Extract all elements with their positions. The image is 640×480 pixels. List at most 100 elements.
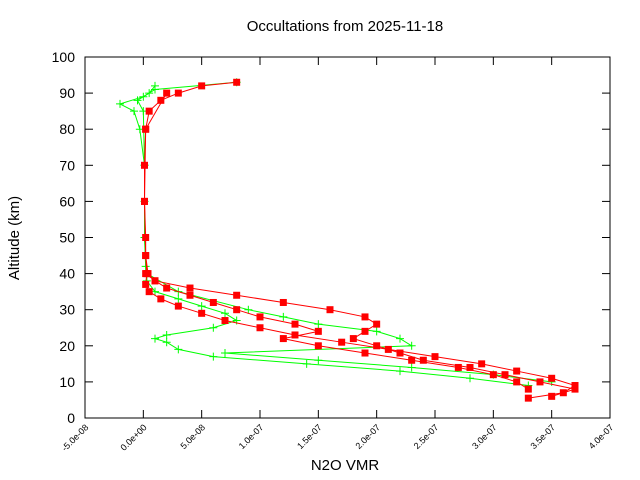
point — [548, 392, 556, 400]
point — [133, 96, 142, 105]
point — [466, 363, 474, 371]
point — [142, 125, 150, 133]
point — [145, 107, 153, 115]
y-tick-label: 10 — [59, 374, 75, 390]
point — [221, 317, 229, 325]
point — [157, 295, 165, 303]
point — [198, 82, 206, 90]
point — [174, 345, 183, 354]
chart-title: Occultations from 2025-11-18 — [247, 18, 444, 35]
point — [163, 89, 171, 97]
point — [408, 356, 416, 364]
point — [233, 306, 241, 314]
point — [571, 382, 579, 390]
y-tick-label: 80 — [59, 121, 75, 137]
x-tick-label: 2.0e-07 — [353, 422, 382, 451]
y-tick-label: 60 — [59, 193, 75, 209]
point — [396, 334, 404, 343]
point — [142, 280, 150, 288]
point — [279, 298, 287, 306]
point — [174, 89, 182, 97]
point — [373, 320, 381, 328]
point — [407, 341, 416, 350]
point — [513, 378, 521, 386]
point — [361, 313, 369, 321]
point — [209, 298, 217, 306]
point — [372, 327, 381, 336]
x-tick-label: 3.0e-07 — [470, 422, 499, 451]
point — [489, 371, 497, 379]
point — [141, 262, 150, 271]
point — [162, 338, 171, 347]
point — [407, 363, 416, 372]
y-tick-label: 20 — [59, 338, 75, 354]
x-tick-label: 4.0e-07 — [587, 422, 616, 451]
point — [163, 284, 171, 292]
x-tick-label: 1.0e-07 — [237, 422, 266, 451]
point — [144, 270, 152, 278]
point — [524, 385, 532, 393]
y-axis-label: Altitude (km) — [6, 196, 23, 280]
x-tick-label: -5.0e-08 — [60, 422, 91, 453]
profile-line — [118, 81, 529, 387]
point — [174, 294, 183, 303]
point — [501, 371, 509, 379]
point — [291, 331, 299, 339]
point — [151, 81, 159, 90]
point — [536, 378, 544, 386]
plot-frame — [84, 56, 611, 419]
point — [233, 78, 241, 86]
point — [145, 288, 153, 296]
point — [419, 356, 427, 364]
y-tick-label: 70 — [59, 157, 75, 173]
point — [151, 277, 159, 285]
x-tick-label: 0.0e+00 — [118, 422, 148, 452]
point — [279, 312, 288, 321]
point — [142, 252, 150, 260]
point — [513, 367, 521, 375]
profile-line — [136, 85, 552, 383]
point — [524, 394, 532, 402]
point — [174, 302, 182, 310]
x-tick-label: 3.5e-07 — [528, 422, 557, 451]
point — [338, 338, 346, 346]
profile-line — [145, 273, 576, 397]
point — [244, 305, 253, 314]
point — [349, 335, 357, 343]
point — [130, 107, 138, 116]
point — [314, 327, 322, 335]
point — [256, 313, 264, 321]
x-tick-label: 1.5e-07 — [295, 422, 324, 451]
point — [186, 291, 194, 299]
point — [314, 342, 322, 350]
point — [396, 349, 404, 357]
y-tick-label: 100 — [52, 49, 76, 65]
point — [302, 359, 311, 368]
point — [141, 161, 148, 169]
point — [396, 367, 404, 376]
point — [145, 89, 154, 98]
point — [373, 342, 381, 350]
point — [256, 324, 264, 332]
x-axis-label: N2O VMR — [311, 457, 380, 474]
point — [326, 306, 334, 314]
point — [361, 349, 369, 357]
point — [209, 352, 218, 361]
y-tick-label: 50 — [59, 230, 75, 246]
point — [279, 335, 287, 343]
profile-line — [143, 92, 529, 390]
x-tick-label: 5.0e-08 — [178, 422, 207, 451]
point — [454, 363, 462, 371]
point — [221, 309, 229, 318]
point — [209, 323, 218, 332]
point — [361, 327, 369, 335]
point — [314, 356, 323, 365]
point — [233, 291, 241, 299]
point — [141, 197, 148, 205]
point — [186, 284, 194, 292]
point — [197, 302, 206, 311]
y-tick-label: 30 — [59, 302, 75, 318]
x-tick-label: 2.5e-07 — [412, 422, 441, 451]
point — [151, 334, 159, 343]
point — [116, 99, 124, 108]
